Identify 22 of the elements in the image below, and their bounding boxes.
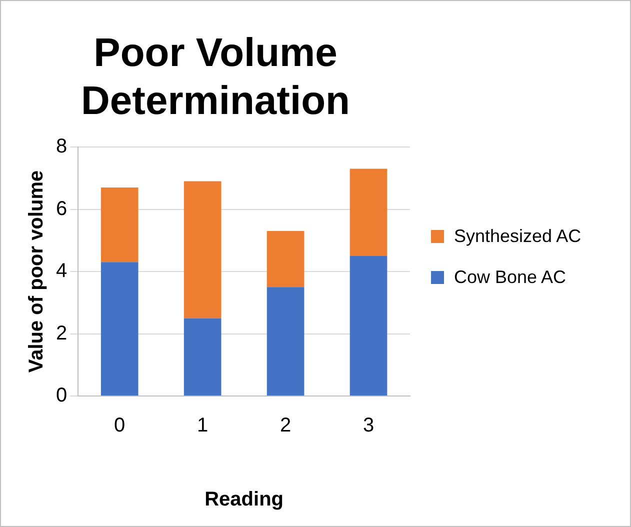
y-tick-label: 4 xyxy=(56,260,68,282)
bar xyxy=(350,256,388,396)
legend-label: Cow Bone AC xyxy=(454,267,566,288)
y-tick-label: 8 xyxy=(56,136,68,158)
x-axis-title: Reading xyxy=(204,488,284,511)
x-tick-label: 2 xyxy=(280,414,292,437)
y-tick-label: 6 xyxy=(56,198,68,220)
y-tick-label: 2 xyxy=(56,322,68,344)
bar xyxy=(184,318,222,396)
y-tick-label: 0 xyxy=(56,384,68,407)
x-tick-label: 1 xyxy=(197,414,208,437)
bar xyxy=(100,262,138,396)
x-tick-label: 0 xyxy=(114,414,126,437)
bar xyxy=(266,287,304,396)
y-axis-title: Value of poor volume xyxy=(26,170,48,373)
x-tick-label: 3 xyxy=(362,414,374,437)
bar xyxy=(266,231,304,288)
bar xyxy=(184,181,222,318)
legend-label: Synthesized AC xyxy=(454,226,582,247)
bar xyxy=(350,168,388,256)
chart-title: Poor Volume Determination xyxy=(81,31,350,124)
bar xyxy=(100,187,138,262)
